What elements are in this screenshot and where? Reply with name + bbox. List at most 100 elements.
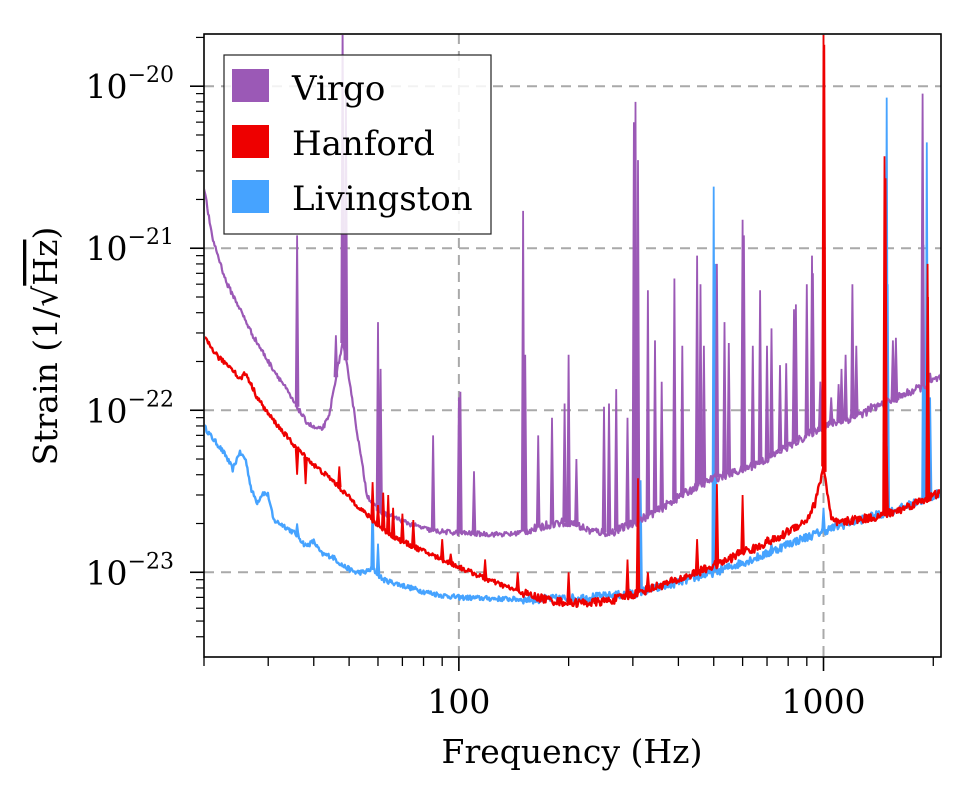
virgo-spike [839, 368, 844, 421]
virgo-spike [562, 403, 567, 523]
hanford-spike [294, 448, 300, 475]
y-axis-title-sqrt-arg: Hz [26, 240, 65, 286]
virgo-spike [854, 345, 859, 416]
virgo-spike [769, 328, 774, 457]
y-tick-exponent: −23 [128, 549, 174, 574]
virgo-spike [652, 340, 658, 512]
virgo-spike [701, 345, 707, 483]
y-axis-title: Strain (1/√Hz) [26, 227, 65, 466]
livingston-spike [821, 507, 826, 531]
x-axis-title: Frequency (Hz) [442, 732, 703, 771]
virgo-spike [868, 403, 874, 410]
y-tick-base: 10 [86, 553, 128, 592]
virgo-spike [694, 255, 700, 487]
virgo-spike [793, 304, 799, 442]
hanford-spike [625, 559, 630, 596]
virgo-spike [522, 354, 528, 532]
y-axis-title-suffix: ) [26, 227, 65, 240]
hanford-spike [850, 514, 855, 521]
virgo-spike [430, 435, 436, 531]
virgo-spike [458, 391, 463, 534]
virgo-spike [535, 435, 541, 528]
virgo-spike [714, 263, 720, 478]
legend-swatch-virgo [232, 69, 269, 102]
legend-swatch-hanford [232, 125, 269, 158]
hanford-spike [635, 478, 641, 593]
y-tick-label: 10−22 [86, 387, 174, 430]
hanford-spike [822, 44, 827, 472]
livingston-spike [375, 543, 381, 575]
hanford-spike [482, 559, 488, 579]
virgo-spike [804, 284, 810, 436]
hanford-spike [380, 492, 386, 530]
hanford-spike [714, 484, 720, 565]
virgo-spike [625, 417, 630, 526]
virgo-spike [741, 235, 747, 470]
sqrt-symbol: √ [26, 285, 65, 307]
virgo-spike [726, 342, 732, 474]
legend-label-hanford: Hanford [292, 124, 435, 164]
virgo-spike [722, 322, 727, 476]
x-tick-label-100: 100 [427, 682, 490, 721]
y-axis-title-prefix: Strain (1/ [26, 306, 65, 465]
hanford-spike [411, 520, 416, 547]
hanford-baseline [205, 336, 940, 608]
virgo-spike [810, 273, 816, 433]
virgo-spike [613, 389, 619, 531]
y-axis-title-text: Strain (1/√Hz) [26, 227, 65, 466]
hanford-spike [694, 539, 700, 573]
virgo-spike [294, 235, 300, 407]
virgo-spike [698, 284, 703, 485]
y-tick-base: 10 [86, 229, 128, 268]
plot-frame [203, 33, 942, 658]
hanford-spike [303, 456, 308, 485]
hanford-spike [740, 494, 745, 552]
virgo-spike [890, 340, 896, 400]
virgo-spike [828, 397, 834, 424]
hanford-spike [566, 572, 571, 603]
legend: Virgo Hanford Livingston [223, 54, 492, 235]
y-tick-label: 10−21 [86, 225, 174, 268]
virgo-spike [645, 290, 651, 516]
y-tick-base: 10 [86, 67, 128, 106]
virgo-spike [757, 290, 763, 463]
virgo-spike [893, 337, 899, 399]
hanford-spike [884, 446, 889, 514]
livingston-spike [303, 541, 308, 547]
livingston-spike [294, 523, 300, 536]
virgo-spike [850, 284, 855, 418]
virgo-spike [920, 93, 925, 387]
y-tick-label: 10−20 [86, 63, 174, 106]
hanford-spike [390, 507, 396, 537]
series-virgo [205, 35, 940, 538]
virgo-spike [764, 345, 770, 460]
virgo-spike [549, 417, 555, 524]
y-tick-exponent: −20 [128, 63, 174, 88]
virgo-spike [843, 354, 848, 420]
hanford-spike [337, 466, 342, 488]
legend-label-virgo: Virgo [291, 69, 385, 109]
virgo-spike [783, 363, 789, 448]
hanford-spike [645, 572, 651, 590]
hanford-spike [370, 482, 375, 521]
x-tick-label-1000: 1000 [782, 682, 866, 721]
series-hanford [205, 35, 940, 608]
series-layer [205, 35, 940, 608]
virgo-spike [818, 381, 823, 428]
virgo-spike [333, 335, 339, 378]
y-tick-exponent: −21 [128, 225, 174, 250]
legend-label-livingston: Livingston [292, 179, 473, 219]
virgo-spike [680, 345, 685, 496]
virgo-spike [471, 471, 477, 534]
hanford-spike [515, 572, 520, 591]
virgo-spike [750, 345, 756, 466]
hanford-spike [385, 494, 391, 534]
y-tick-exponent: −22 [128, 387, 174, 412]
virgo-spike [606, 403, 612, 533]
virgo-spike [659, 381, 664, 508]
hanford-spike [925, 296, 931, 498]
virgo-spike [378, 368, 383, 512]
y-tick-base: 10 [86, 391, 128, 430]
